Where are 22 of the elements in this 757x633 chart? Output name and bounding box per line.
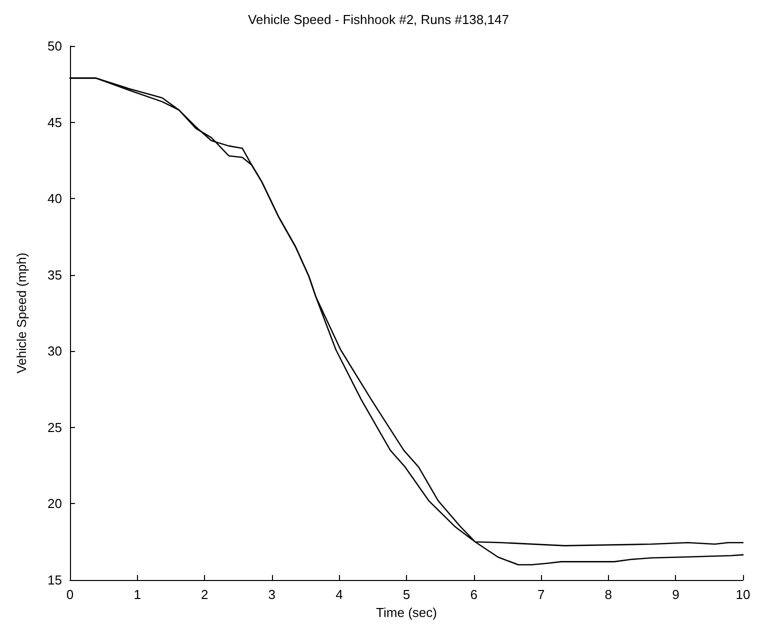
x-tick-label: 7 bbox=[537, 587, 545, 602]
y-tick-label: 35 bbox=[48, 267, 62, 282]
x-tick-label: 9 bbox=[672, 587, 680, 602]
y-tick-label: 20 bbox=[48, 496, 62, 512]
x-tick-label: 8 bbox=[604, 587, 612, 602]
y-tick-label: 25 bbox=[48, 420, 62, 435]
x-axis-title: Time (sec) bbox=[376, 605, 437, 620]
y-axis-title: Vehicle Speed (mph) bbox=[14, 252, 29, 374]
x-tick-label: 3 bbox=[268, 587, 276, 602]
y-tick-label: 15 bbox=[48, 572, 62, 588]
x-tick-label: 2 bbox=[200, 587, 208, 602]
x-tick-label: 1 bbox=[134, 587, 141, 602]
y-tick-label: 30 bbox=[48, 344, 62, 359]
y-tick-label: 50 bbox=[48, 38, 62, 54]
y-tick-label: 45 bbox=[48, 114, 62, 130]
x-tick-label: 6 bbox=[470, 587, 478, 602]
x-tick-label: 4 bbox=[336, 587, 343, 602]
x-tick-label: 5 bbox=[402, 587, 410, 602]
y-tick-label: 40 bbox=[48, 191, 62, 206]
x-tick-label: 0 bbox=[66, 587, 74, 602]
x-tick-label: 10 bbox=[736, 587, 750, 602]
chart-title: Vehicle Speed - Fishhook #2, Runs #138,147 bbox=[248, 12, 509, 27]
